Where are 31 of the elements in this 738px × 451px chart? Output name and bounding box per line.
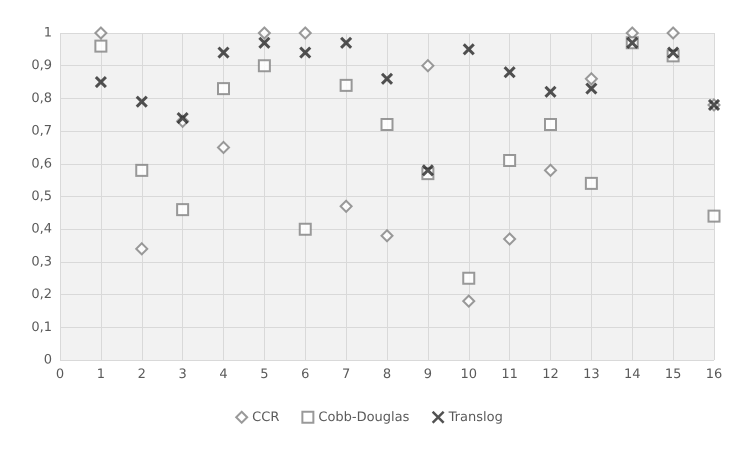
x-tick-label: 1 [96, 367, 106, 382]
x-tick-label: 0 [56, 367, 64, 382]
x-tick-label: 15 [664, 367, 682, 382]
x-tick-label: 9 [424, 367, 432, 382]
legend-label: Cobb-Douglas [318, 410, 410, 425]
y-tick-label: 0,6 [31, 156, 52, 172]
x-tick-label: 13 [583, 367, 600, 382]
x-tick-label: 11 [501, 367, 518, 382]
y-tick-label: 0,9 [31, 58, 52, 74]
y-tick-label: 1 [44, 26, 52, 40]
x-tick-label: 6 [301, 367, 310, 382]
x-tick-label: 7 [342, 367, 350, 382]
x-tick-label: 10 [460, 367, 478, 382]
y-tick-label: 0,2 [31, 287, 52, 302]
x-tick-label: 5 [260, 367, 269, 382]
y-tick-label: 0,4 [31, 222, 52, 237]
y-tick-label: 0,3 [31, 254, 52, 270]
y-tick-label: 0,8 [31, 90, 52, 106]
legend-label: CCR [252, 410, 280, 425]
x-tick-label: 14 [624, 367, 641, 382]
x-tick-label: 12 [542, 367, 559, 382]
y-tick-label: 0,1 [31, 320, 52, 335]
x-tick-label: 2 [138, 367, 146, 382]
legend-label: Translog [448, 410, 503, 425]
x-tick-label: 4 [219, 367, 228, 382]
x-tick-label: 3 [178, 367, 187, 382]
x-tick-label: 16 [706, 367, 722, 382]
x-tick-label: 8 [382, 367, 392, 382]
y-tick-label: 0 [44, 352, 52, 368]
y-tick-label: 0,5 [31, 189, 52, 204]
y-tick-label: 0,7 [31, 124, 52, 139]
